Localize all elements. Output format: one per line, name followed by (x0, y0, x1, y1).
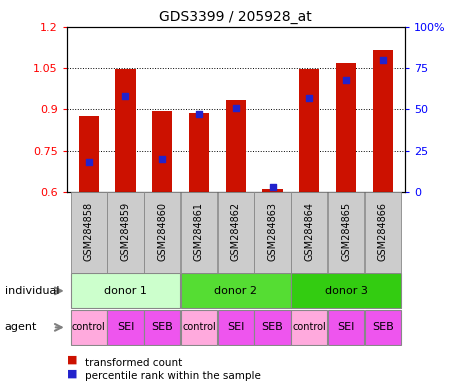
Text: individual: individual (5, 286, 59, 296)
Bar (70, 310, 106, 345)
Point (341, 77, 349, 83)
Text: SEI: SEI (336, 322, 354, 333)
Bar (262, 189, 282, 192)
Text: SEI: SEI (117, 322, 134, 333)
Text: GSM284865: GSM284865 (340, 202, 350, 261)
Point (158, 156, 166, 162)
Bar (291, 273, 400, 308)
Point (305, 95, 312, 101)
Text: SEB: SEB (151, 322, 173, 333)
Text: GSM284858: GSM284858 (84, 202, 94, 261)
Bar (291, 192, 327, 273)
Title: GDS3399 / 205928_at: GDS3399 / 205928_at (159, 10, 312, 25)
Bar (152, 111, 172, 192)
Point (85, 159, 92, 166)
Bar (115, 69, 135, 192)
Point (268, 184, 275, 190)
Bar (335, 63, 355, 192)
Bar (180, 310, 217, 345)
Point (378, 57, 386, 63)
Bar (107, 192, 143, 273)
Point (195, 111, 202, 118)
Point (122, 93, 129, 99)
Text: donor 3: donor 3 (324, 286, 367, 296)
Text: GSM284860: GSM284860 (157, 202, 167, 261)
Text: donor 1: donor 1 (104, 286, 146, 296)
Text: donor 2: donor 2 (214, 286, 257, 296)
Bar (107, 310, 143, 345)
Text: ■: ■ (67, 368, 77, 378)
Text: GSM284862: GSM284862 (230, 202, 240, 261)
Bar (372, 50, 392, 192)
Text: GSM284864: GSM284864 (303, 202, 313, 261)
Bar (254, 192, 290, 273)
Text: percentile rank within the sample: percentile rank within the sample (85, 371, 260, 381)
Text: GSM284866: GSM284866 (377, 202, 387, 261)
Bar (189, 113, 209, 192)
Bar (144, 192, 180, 273)
Text: control: control (72, 322, 106, 333)
Text: ■: ■ (67, 355, 77, 365)
Bar (144, 310, 180, 345)
Bar (364, 310, 400, 345)
Bar (225, 100, 245, 192)
Text: SEI: SEI (227, 322, 244, 333)
Point (232, 105, 239, 111)
Bar (180, 192, 217, 273)
Bar (327, 192, 364, 273)
Text: transformed count: transformed count (85, 358, 182, 368)
Bar (327, 310, 364, 345)
Text: GSM284859: GSM284859 (120, 202, 130, 261)
Bar (254, 310, 290, 345)
Bar (217, 192, 253, 273)
Text: SEB: SEB (371, 322, 393, 333)
Bar (70, 192, 106, 273)
Bar (291, 310, 327, 345)
Bar (180, 273, 290, 308)
Bar (298, 69, 319, 192)
Text: control: control (292, 322, 325, 333)
Bar (217, 310, 253, 345)
Text: agent: agent (5, 322, 37, 333)
Text: GSM284863: GSM284863 (267, 202, 277, 261)
Bar (364, 192, 400, 273)
Bar (78, 116, 99, 192)
Bar (70, 273, 180, 308)
Text: SEB: SEB (261, 322, 283, 333)
Text: control: control (182, 322, 215, 333)
Text: GSM284861: GSM284861 (194, 202, 203, 261)
